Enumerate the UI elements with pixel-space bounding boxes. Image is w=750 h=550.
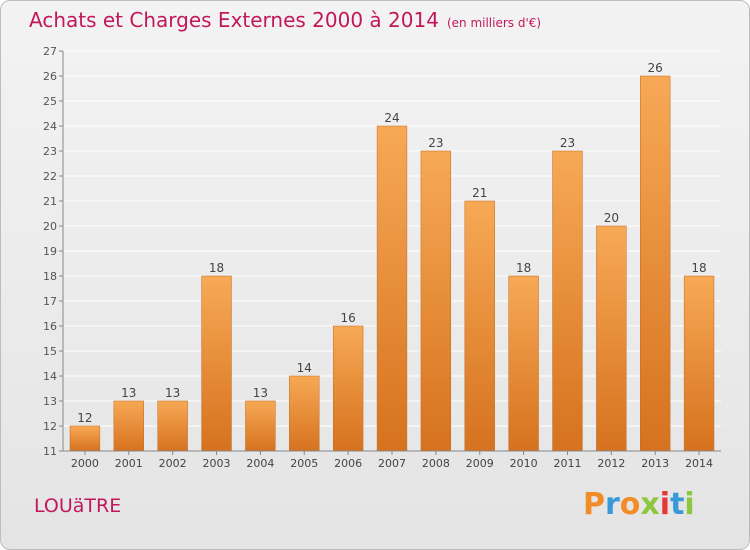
logo-letter: t — [670, 487, 685, 522]
y-tick-label: 16 — [43, 320, 57, 333]
y-tick-label: 18 — [43, 270, 57, 283]
x-tick-label: 2006 — [334, 457, 362, 470]
bar-2013[interactable] — [640, 75, 671, 452]
data-label: 18 — [516, 261, 531, 275]
bar-2014[interactable] — [683, 275, 715, 452]
data-label: 23 — [560, 136, 575, 150]
logo-letter: P — [583, 487, 605, 522]
logo-letter: i — [659, 487, 671, 522]
bar-2000[interactable] — [69, 425, 101, 452]
data-label: 18 — [691, 261, 706, 275]
x-tick-label: 2009 — [466, 457, 494, 470]
x-tick-label: 2012 — [597, 457, 625, 470]
bar-2007[interactable] — [376, 125, 408, 452]
commune-name: LOUäTRE — [34, 495, 122, 517]
x-tick-label: 2002 — [159, 457, 187, 470]
bars — [69, 75, 715, 452]
y-tick-label: 21 — [43, 195, 57, 208]
data-label: 13 — [121, 386, 136, 400]
proxiti-logo[interactable]: Proxiti — [583, 487, 695, 522]
bar-2006[interactable] — [332, 325, 364, 452]
x-tick-label: 2007 — [378, 457, 406, 470]
y-tick-label: 20 — [43, 220, 57, 233]
bar-2008[interactable] — [420, 150, 452, 452]
logo-letter: o — [619, 487, 641, 522]
y-tick-label: 12 — [43, 420, 57, 433]
bar-2010[interactable] — [508, 275, 539, 452]
data-label: 14 — [297, 361, 312, 375]
y-tick-label: 11 — [43, 445, 57, 458]
data-label: 24 — [384, 111, 399, 125]
x-tick-label: 2001 — [115, 457, 143, 470]
data-labels: 12 13 13 18 13 14 16 24 23 21 18 23 20 26 18 — [77, 61, 706, 425]
logo-letter: i — [684, 487, 695, 522]
data-label: 26 — [648, 61, 663, 75]
data-label: 23 — [428, 136, 443, 150]
x-tick-label: 2004 — [246, 457, 274, 470]
data-label: 21 — [472, 186, 487, 200]
data-label: 20 — [604, 211, 619, 225]
y-tick-label: 27 — [43, 45, 57, 58]
y-tick-label: 13 — [43, 395, 57, 408]
y-tick-label: 15 — [43, 345, 57, 358]
x-tick-label: 2008 — [422, 457, 450, 470]
bar-2009[interactable] — [464, 200, 495, 452]
y-tick-label: 19 — [43, 245, 57, 258]
bar-2002[interactable] — [157, 400, 188, 452]
bar-2004[interactable] — [245, 400, 276, 452]
logo-letter: x — [640, 487, 660, 522]
x-tick-labels: 2000 2001 2002 2003 2004 2005 2006 2007 2008 2009… — [71, 457, 713, 470]
bar-2001[interactable] — [113, 400, 144, 452]
x-tick-label: 2005 — [290, 457, 318, 470]
chart-title-text: Achats et Charges Externes 2000 à 2014 — [29, 8, 439, 32]
y-tick-label: 25 — [43, 95, 57, 108]
data-label: 13 — [253, 386, 268, 400]
y-tick-label: 14 — [43, 370, 57, 383]
axes — [62, 51, 721, 455]
x-tick-label: 2010 — [510, 457, 538, 470]
chart-subtitle: (en milliers d'€) — [446, 16, 542, 30]
y-tick-label: 23 — [43, 145, 57, 158]
data-label: 16 — [340, 311, 355, 325]
data-label: 18 — [209, 261, 224, 275]
bar-2003[interactable] — [201, 275, 232, 452]
bar-2012[interactable] — [596, 225, 627, 452]
x-tick-label: 2013 — [641, 457, 669, 470]
data-label: 12 — [77, 411, 92, 425]
logo-letter: r — [605, 487, 620, 522]
y-tick-label: 24 — [43, 120, 57, 133]
y-tick-label: 17 — [43, 295, 57, 308]
y-tick-label: 26 — [43, 70, 57, 83]
x-tick-label: 2000 — [71, 457, 99, 470]
x-tick-label: 2014 — [685, 457, 713, 470]
y-tick-label: 22 — [43, 170, 57, 183]
x-tick-label: 2011 — [553, 457, 581, 470]
chart-title: Achats et Charges Externes 2000 à 2014 (e… — [29, 8, 541, 32]
data-label: 13 — [165, 386, 180, 400]
bar-2005[interactable] — [289, 375, 320, 452]
x-tick-label: 2003 — [203, 457, 231, 470]
y-tick-labels: 11 12 13 14 15 16 17 18 19 20 21 22 23 24 25 26 27 — [43, 45, 57, 458]
bar-2011[interactable] — [552, 150, 583, 452]
